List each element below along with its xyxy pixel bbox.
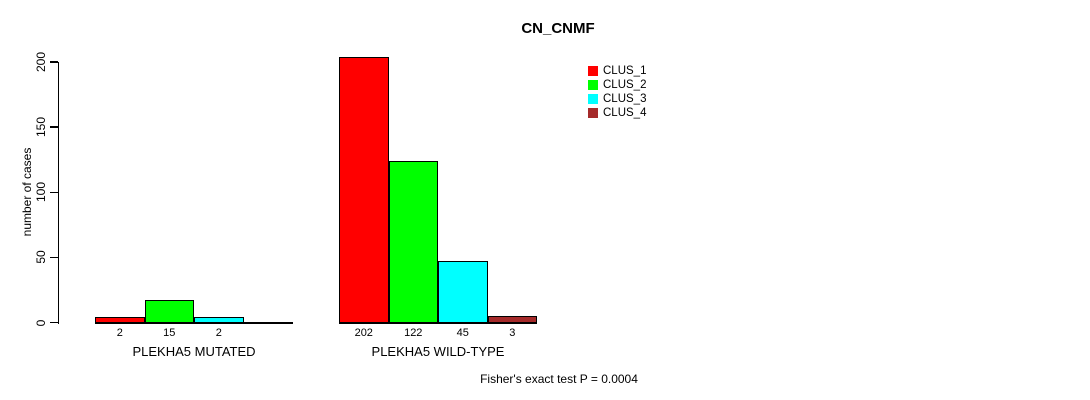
legend-label: CLUS_2 [603,79,647,91]
legend: CLUS_1 CLUS_2 CLUS_3 CLUS_4 [588,64,646,120]
bar-value-label: 202 [354,327,373,339]
bar-clus_1 [95,317,145,323]
y-axis-tick [49,61,58,63]
legend-item: CLUS_1 [588,64,646,78]
legend-swatch-clus1 [588,66,598,76]
y-axis-tick-label: 200 [34,51,48,73]
y-axis-tick-label: 150 [34,117,48,138]
chart-title: CN_CNMF [521,20,595,37]
bar-value-label: 2 [116,327,123,339]
legend-swatch-clus4 [588,108,598,118]
y-axis-line [57,62,59,324]
legend-swatch-clus2 [588,80,598,90]
legend-item: CLUS_4 [588,106,646,120]
group-label: PLEKHA5 MUTATED [132,344,256,359]
y-axis-tick-label: 50 [34,250,48,265]
bar-value-label: 2 [215,327,222,339]
y-axis-tick [49,321,58,324]
legend-item: CLUS_2 [588,78,646,92]
y-axis-tick-label: 0 [34,319,48,326]
y-axis-tick [49,256,58,259]
bar-value-label: 15 [163,327,176,339]
y-axis-tick [49,126,58,128]
bar-value-label: 122 [404,327,423,339]
bar-clus_4 [487,316,537,323]
bar-clus_3 [194,317,244,323]
bar-value-label: 3 [509,327,516,339]
bar-clus_1 [339,57,389,323]
group-label: PLEKHA5 WILD-TYPE [371,344,505,359]
bar-clus_2 [144,300,194,323]
y-axis-tick [49,191,58,193]
legend-item: CLUS_3 [588,92,646,106]
bar-value-label: 45 [456,327,469,339]
bar-clus_2 [388,161,438,323]
bar-clus_3 [438,261,488,323]
annotation-text: Fisher's exact test P = 0.0004 [480,372,638,386]
y-axis-label: number of cases [20,147,34,237]
legend-swatch-clus3 [588,94,598,104]
y-axis-tick-label: 100 [34,182,48,203]
legend-label: CLUS_1 [603,65,647,77]
legend-label: CLUS_3 [603,93,647,105]
legend-label: CLUS_4 [603,107,647,119]
